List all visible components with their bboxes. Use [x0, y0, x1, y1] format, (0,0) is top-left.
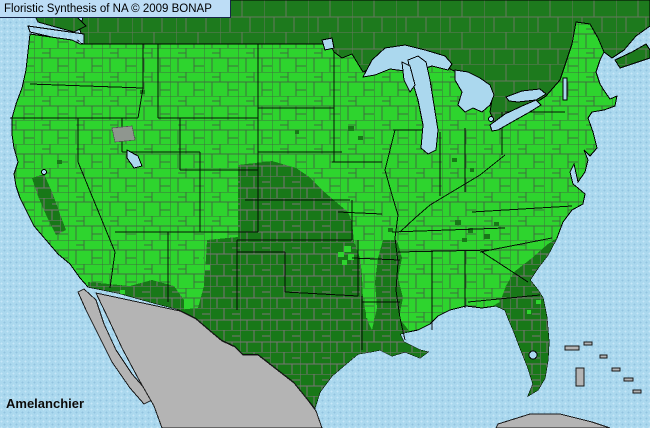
nova-scotia [614, 43, 650, 69]
lake-tahoe [41, 169, 47, 175]
lake-of-the-woods [321, 37, 335, 51]
lake-okeechobee [528, 350, 538, 360]
map-title-bar: Floristic Synthesis of NA © 2009 BONAP [0, 0, 231, 18]
bahamas [564, 341, 642, 394]
taxon-label: Amelanchier [6, 396, 85, 411]
great-lakes [41, 37, 568, 360]
cuba [495, 413, 611, 428]
mexico-mainland [95, 292, 323, 428]
map-title-text: Floristic Synthesis of NA © 2009 BONAP [4, 3, 212, 15]
lake-michigan [407, 55, 439, 155]
present-county-scatter [120, 246, 541, 318]
lake-champlain [562, 77, 568, 101]
green-bay [401, 61, 416, 93]
great-salt-lake [126, 149, 143, 169]
lake-ontario [505, 88, 547, 103]
yellowstone-patch [111, 125, 136, 143]
mexico-region [77, 288, 642, 428]
baja-california [77, 288, 153, 405]
lake-superior [362, 44, 453, 78]
lake-huron [454, 69, 495, 113]
absent-california-valley [32, 174, 66, 235]
lake-st-clair [488, 116, 494, 122]
lake-erie [489, 99, 542, 132]
